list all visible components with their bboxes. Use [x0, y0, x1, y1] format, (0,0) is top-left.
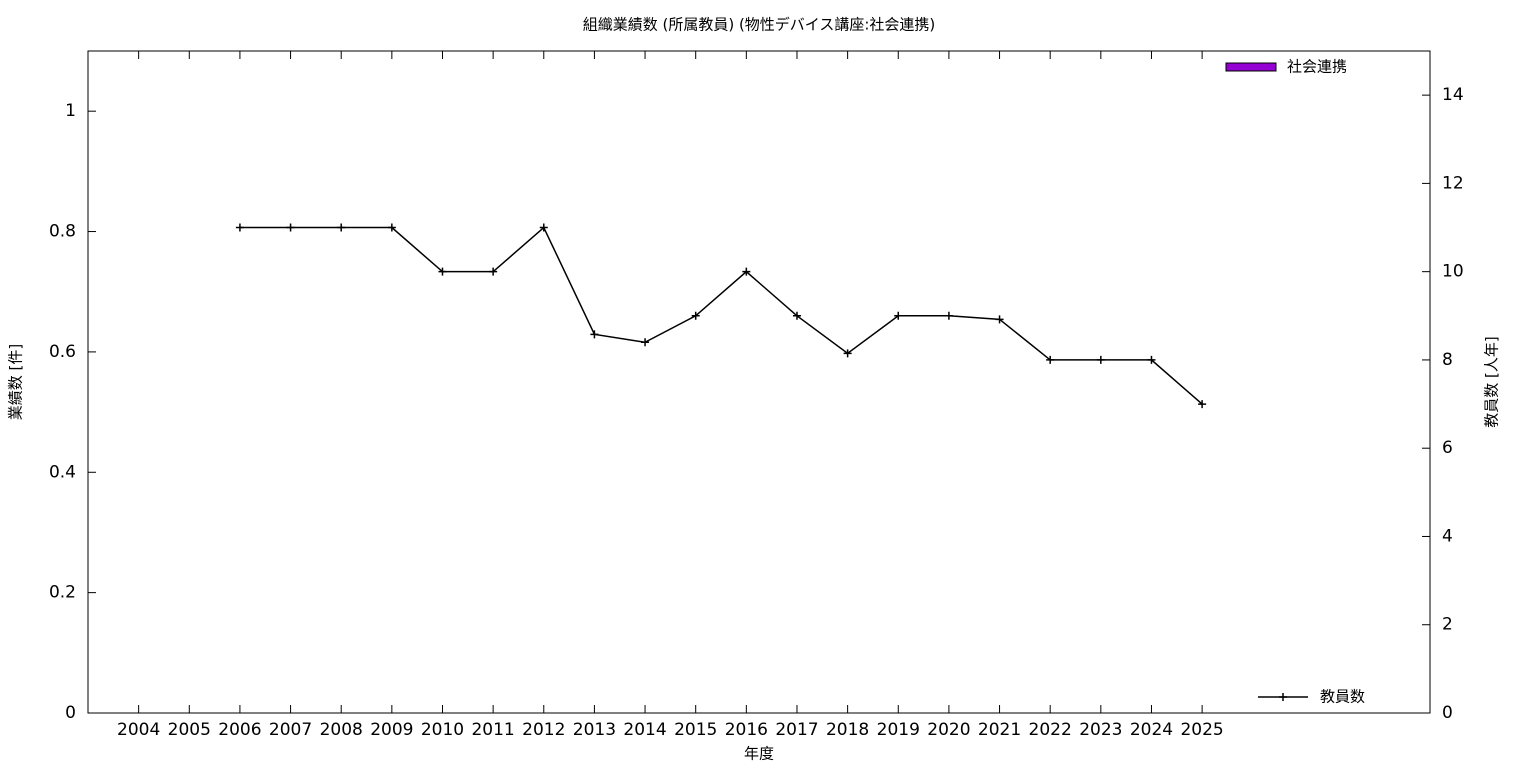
plot-frame — [87, 50, 1431, 714]
x-axis-label: 年度 — [744, 745, 774, 763]
x-tick-label: 2005 — [168, 720, 211, 740]
y2-tick-label: 2 — [1442, 615, 1453, 635]
y2-tick-label: 0 — [1442, 703, 1453, 723]
x-tick-label: 2019 — [877, 720, 920, 740]
x-tick-label: 2021 — [978, 720, 1021, 740]
legend-swatch — [1225, 62, 1277, 72]
y-tick-label: 0.8 — [49, 222, 76, 242]
y-tick-label: 0 — [65, 703, 76, 723]
x-tick-label: 2015 — [674, 720, 717, 740]
x-tick-label: 2025 — [1180, 720, 1223, 740]
point — [539, 223, 548, 232]
x-tick-label: 2008 — [320, 720, 363, 740]
point — [843, 349, 852, 358]
chart-title: 組織業績数 (所属教員) (物性デバイス講座:社会連携) — [583, 16, 936, 34]
point — [944, 311, 953, 320]
x-tick-label: 2011 — [471, 720, 514, 740]
y2-tick-label: 6 — [1442, 438, 1453, 458]
y2-axis-label: 教員数 [人年] — [1483, 336, 1501, 427]
point — [1046, 355, 1055, 364]
y-axis-label: 業績数 [件] — [7, 344, 25, 420]
point — [1147, 355, 1156, 364]
point — [337, 223, 346, 232]
y2-tick-label: 8 — [1442, 350, 1453, 370]
x-tick-label: 2006 — [218, 720, 261, 740]
legend-swatch — [1279, 693, 1287, 701]
y-tick-label: 0.2 — [49, 583, 76, 603]
y-tick-label: 0.4 — [49, 462, 76, 482]
point — [641, 338, 650, 347]
point — [792, 311, 801, 320]
point — [387, 223, 396, 232]
legend-label: 教員数 — [1320, 688, 1365, 706]
y-tick-label: 1 — [65, 101, 76, 121]
x-tick-label: 2014 — [623, 720, 666, 740]
point — [691, 311, 700, 320]
x-tick-label: 2013 — [573, 720, 616, 740]
y2-tick-label: 4 — [1442, 526, 1453, 546]
point — [438, 267, 447, 276]
x-tick-label: 2018 — [826, 720, 869, 740]
x-tick-label: 2023 — [1079, 720, 1122, 740]
point — [1198, 400, 1207, 409]
point — [1096, 355, 1105, 364]
x-tick-label: 2010 — [421, 720, 464, 740]
x-tick-label: 2012 — [522, 720, 565, 740]
y2-tick-label: 10 — [1442, 262, 1464, 282]
point — [489, 267, 498, 276]
point — [995, 315, 1004, 324]
x-tick-label: 2024 — [1130, 720, 1173, 740]
y2-tick-label: 12 — [1442, 173, 1464, 193]
y2-tick-label: 14 — [1442, 85, 1464, 105]
point — [235, 223, 244, 232]
x-tick-label: 2016 — [725, 720, 768, 740]
x-tick-label: 2017 — [775, 720, 818, 740]
legend-label: 社会連携 — [1287, 58, 1347, 76]
x-tick-label: 2004 — [117, 720, 160, 740]
x-tick-label: 2020 — [927, 720, 970, 740]
point — [894, 311, 903, 320]
point — [742, 267, 751, 276]
x-tick-label: 2022 — [1029, 720, 1072, 740]
point — [286, 223, 295, 232]
y-tick-label: 0.6 — [49, 342, 76, 362]
x-tick-label: 2007 — [269, 720, 312, 740]
line — [239, 226, 1203, 405]
point — [590, 330, 599, 339]
x-tick-label: 2009 — [370, 720, 413, 740]
